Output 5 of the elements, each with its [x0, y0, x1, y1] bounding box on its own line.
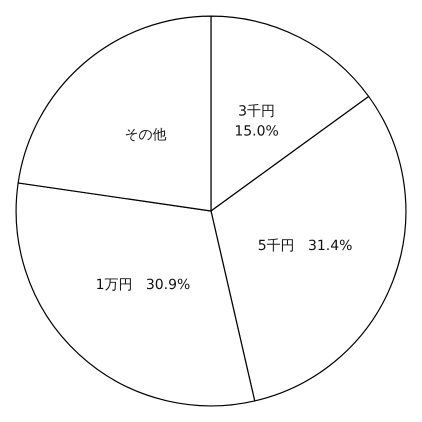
slice-label: 5千円 31.4% [258, 238, 352, 254]
slice-label: 1万円 30.9% [96, 276, 190, 293]
data-label: 15.0% [234, 124, 279, 140]
slice-label: その他 [124, 127, 166, 144]
slice-label: 3千円 [238, 104, 276, 120]
